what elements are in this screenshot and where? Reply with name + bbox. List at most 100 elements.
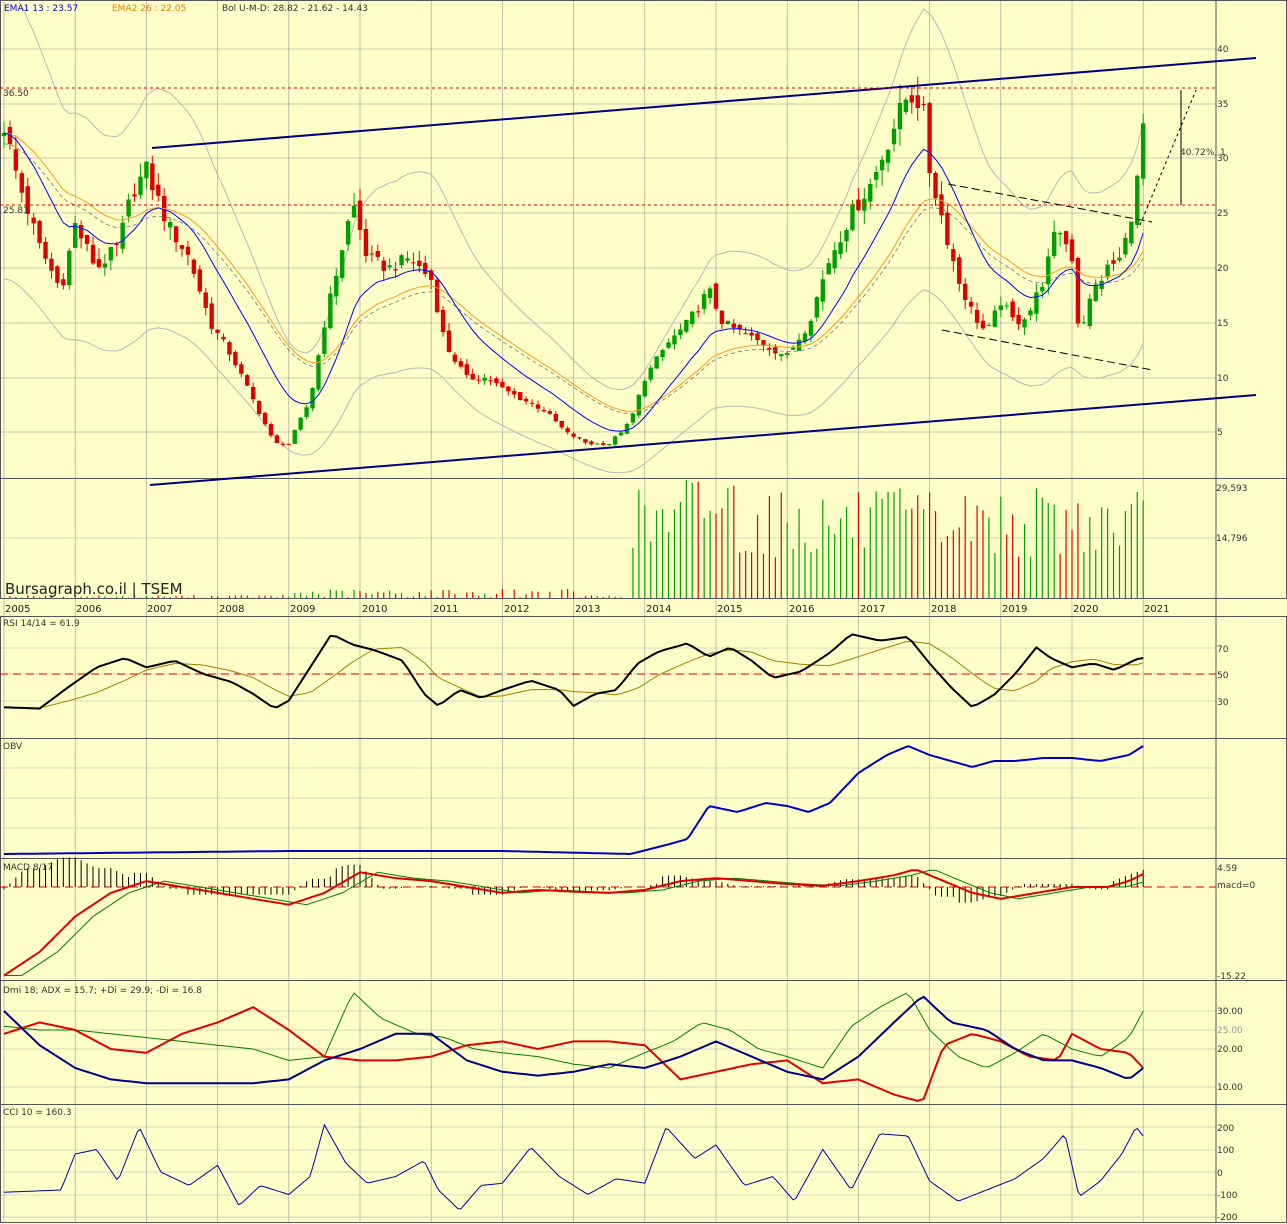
candle-body	[612, 436, 618, 445]
candle-body	[737, 324, 742, 330]
candle-body	[963, 283, 968, 300]
candle-body	[957, 257, 962, 284]
ema2-line	[3, 132, 1144, 412]
year-axis: 2005 2006 2007 2008 2009 2010 2011 2012 …	[5, 604, 1169, 615]
candle-body	[1063, 231, 1069, 245]
candle-body	[227, 342, 232, 355]
price-candles	[1, 76, 1146, 447]
dmi-title: Dmi 18; ADX = 15.7; +Di = 29.9; -Di = 16…	[3, 986, 202, 996]
candle-body	[286, 443, 291, 445]
candle-body	[951, 249, 956, 261]
candle-body	[814, 297, 820, 318]
candle-body	[458, 361, 464, 367]
candle-body	[387, 265, 392, 268]
macd-lines	[0, 857, 1216, 977]
bollinger-lower	[3, 278, 1144, 474]
candle-body	[221, 336, 226, 340]
price-tick: 5	[1217, 428, 1223, 438]
candle-body	[707, 288, 713, 299]
cci-line	[3, 1123, 1144, 1210]
obv-line	[4, 745, 1144, 856]
candle-body	[381, 260, 386, 271]
candle-body	[78, 225, 84, 239]
candle-body	[802, 333, 808, 342]
candle-body	[874, 172, 879, 180]
candle-body	[1123, 237, 1128, 255]
candle-body	[156, 184, 161, 196]
candle-body	[239, 364, 244, 374]
candle-body	[767, 348, 772, 350]
candle-body	[796, 339, 802, 351]
candle-body	[518, 392, 523, 401]
candle-body	[1117, 257, 1122, 261]
candle-body	[434, 279, 440, 313]
projection-line	[1139, 89, 1197, 226]
candle-body	[541, 409, 547, 412]
dmi-tick: 25.00	[1217, 1026, 1243, 1036]
candle-body	[1046, 256, 1051, 285]
candle-body	[363, 228, 369, 257]
candle-body	[1022, 319, 1027, 328]
candle-body	[749, 332, 754, 336]
candle-body	[67, 250, 72, 286]
candle-body	[844, 229, 849, 242]
candle-body	[968, 301, 974, 307]
year-tick: 2009	[290, 604, 315, 615]
candle-body	[500, 382, 505, 388]
macd-tick: 4.59	[1217, 864, 1237, 874]
candle-body	[114, 243, 119, 245]
year-tick: 2014	[646, 604, 671, 615]
candle-body	[482, 377, 487, 381]
candle-body	[921, 104, 926, 106]
candle-body	[1040, 287, 1045, 292]
dmi-plus-line	[3, 992, 1144, 1069]
candle-body	[138, 176, 143, 195]
dmi-lines	[3, 992, 1144, 1102]
candle-body	[547, 411, 553, 414]
candle-body	[369, 253, 375, 255]
candle-body	[559, 420, 564, 428]
candle-body	[654, 356, 659, 369]
candle-body	[1057, 233, 1063, 235]
cci-title: CCI 10 = 160.3	[3, 1108, 72, 1118]
candle-body	[179, 245, 185, 249]
candle-body	[84, 234, 90, 245]
candle-body	[986, 324, 992, 326]
year-tick: 2017	[860, 604, 885, 615]
candle-body	[1069, 239, 1075, 262]
candle-body	[820, 279, 825, 302]
candle-body	[933, 172, 938, 199]
rsi-lines	[0, 633, 1216, 710]
candle-body	[345, 221, 351, 245]
candle-body	[191, 259, 197, 274]
candle-body	[678, 329, 683, 336]
price-label-mid: 25.81	[3, 206, 29, 216]
candle-body	[1141, 123, 1146, 179]
rsi-line	[3, 633, 1144, 710]
candle-body	[684, 319, 689, 332]
candle-body	[19, 173, 24, 193]
candle-body	[1034, 292, 1039, 314]
candle-body	[1087, 298, 1092, 327]
candle-body	[55, 266, 60, 283]
price-tick: 40	[1217, 45, 1229, 55]
price-tick: 35	[1217, 100, 1228, 110]
candle-body	[529, 402, 535, 404]
rsi-tick: 50	[1217, 671, 1229, 681]
volume-tick: 29,593	[1216, 484, 1248, 494]
candle-body	[96, 259, 102, 268]
candle-body	[927, 102, 932, 174]
bollinger-bands	[3, 0, 1144, 474]
ema1-line	[3, 132, 1144, 432]
rsi-signal-line	[3, 640, 1144, 709]
candle-body	[245, 375, 250, 386]
cci-tick: 0	[1217, 1169, 1223, 1179]
dmi-tick: 30.00	[1217, 1007, 1243, 1017]
candle-body	[731, 323, 736, 328]
candle-body	[494, 378, 499, 384]
candle-body	[268, 424, 274, 436]
candle-body	[351, 205, 357, 218]
candle-body	[256, 401, 262, 414]
brand-label: Bursagraph.co.il | TSEM	[5, 580, 183, 598]
lower-channel-line	[149, 394, 1257, 486]
